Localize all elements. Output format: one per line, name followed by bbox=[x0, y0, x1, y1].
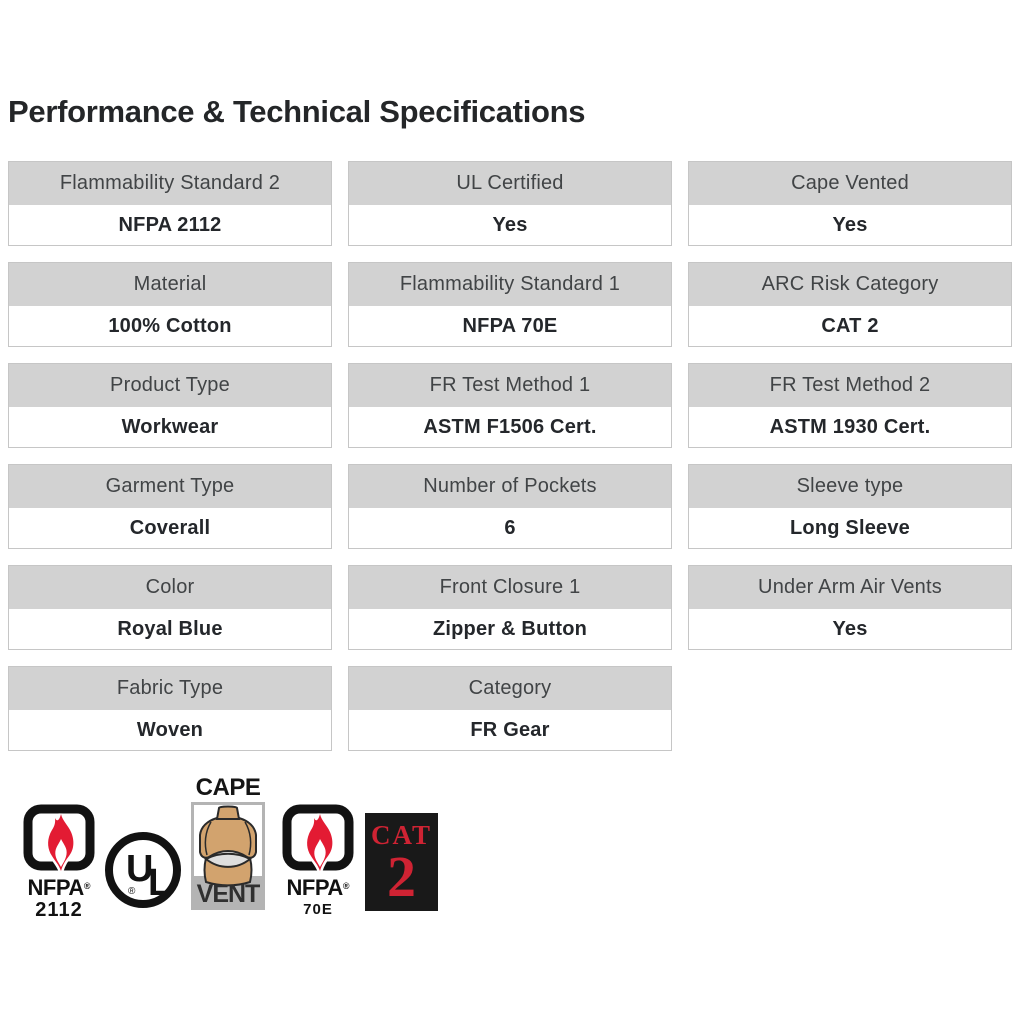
spec-label: Product Type bbox=[9, 364, 331, 407]
spec-value: 6 bbox=[504, 516, 516, 539]
spec-label: Sleeve type bbox=[689, 465, 1011, 508]
spec-card-cape-vented: Cape Vented Yes bbox=[688, 161, 1012, 246]
spec-card-fabric-type: Fabric Type Woven bbox=[8, 666, 332, 751]
spec-value: ASTM 1930 Cert. bbox=[769, 415, 931, 438]
spec-label: Category bbox=[349, 667, 671, 710]
spec-label: Number of Pockets bbox=[349, 465, 671, 508]
nfpa-flame-icon bbox=[282, 804, 354, 876]
spec-label: ARC Risk Category bbox=[689, 263, 1011, 306]
spec-label: Front Closure 1 bbox=[349, 566, 671, 609]
spec-card-under-arm-air-vents: Under Arm Air Vents Yes bbox=[688, 565, 1012, 650]
nfpa-2112-badge: NFPA® 2112 bbox=[15, 804, 103, 920]
spec-card-flammability-standard-2: Flammability Standard 2 NFPA 2112 bbox=[8, 161, 332, 246]
ul-letter-l: L bbox=[148, 862, 171, 904]
nfpa-70e-badge: NFPA® 70E bbox=[274, 804, 362, 917]
spec-value: Workwear bbox=[121, 415, 219, 438]
spec-value: Yes bbox=[832, 617, 868, 640]
spec-label: Color bbox=[9, 566, 331, 609]
spec-value: ASTM F1506 Cert. bbox=[423, 415, 597, 438]
registered-mark: ® bbox=[342, 881, 350, 891]
spec-label: Material bbox=[9, 263, 331, 306]
spec-label: UL Certified bbox=[349, 162, 671, 205]
spec-value: 100% Cotton bbox=[108, 314, 232, 337]
spec-card-sleeve-type: Sleeve type Long Sleeve bbox=[688, 464, 1012, 549]
spec-card-garment-type: Garment Type Coverall bbox=[8, 464, 332, 549]
spec-label: Flammability Standard 2 bbox=[9, 162, 331, 205]
cat-number: 2 bbox=[387, 844, 416, 909]
page-title: Performance & Technical Specifications bbox=[8, 94, 586, 129]
nfpa-2112-code: 2112 bbox=[35, 899, 83, 921]
spec-grid: Flammability Standard 2 NFPA 2112 UL Cer… bbox=[8, 161, 1012, 751]
spec-label: Garment Type bbox=[9, 465, 331, 508]
nfpa-70e-name: NFPA® bbox=[274, 877, 362, 899]
spec-value: NFPA 70E bbox=[462, 314, 558, 337]
cape-vent-badge: CAPE VENT bbox=[191, 776, 265, 910]
spec-card-material: Material 100% Cotton bbox=[8, 262, 332, 347]
spec-value: NFPA 2112 bbox=[118, 213, 222, 236]
spec-card-flammability-standard-1: Flammability Standard 1 NFPA 70E bbox=[348, 262, 672, 347]
spec-value: Royal Blue bbox=[117, 617, 223, 640]
ul-registered-mark: ® bbox=[128, 886, 136, 897]
ul-certified-badge: U L ® bbox=[104, 831, 182, 909]
cape-garment-icon: VENT bbox=[191, 802, 265, 910]
spec-card-category: Category FR Gear bbox=[348, 666, 672, 751]
spec-card-arc-risk-category: ARC Risk Category CAT 2 bbox=[688, 262, 1012, 347]
spec-label: Cape Vented bbox=[689, 162, 1011, 205]
spec-label: FR Test Method 2 bbox=[689, 364, 1011, 407]
cape-label: CAPE bbox=[195, 774, 261, 801]
spec-value: Yes bbox=[492, 213, 528, 236]
cat-2-badge: CAT 2 bbox=[365, 813, 438, 911]
spec-label: Under Arm Air Vents bbox=[689, 566, 1011, 609]
spec-label: Flammability Standard 1 bbox=[349, 263, 671, 306]
nfpa-2112-name: NFPA® bbox=[15, 877, 103, 899]
nfpa-70e-code: 70E bbox=[303, 901, 333, 918]
spec-value: Long Sleeve bbox=[789, 516, 910, 539]
nfpa-flame-icon bbox=[23, 804, 95, 876]
registered-mark: ® bbox=[83, 881, 91, 891]
vent-label: VENT bbox=[197, 880, 260, 908]
spec-label: FR Test Method 1 bbox=[349, 364, 671, 407]
spec-value: Woven bbox=[136, 718, 204, 741]
spec-value: Yes bbox=[832, 213, 868, 236]
spec-value: Zipper & Button bbox=[432, 617, 588, 640]
spec-card-ul-certified: UL Certified Yes bbox=[348, 161, 672, 246]
nfpa-label: NFPA bbox=[286, 875, 344, 900]
ul-mark-icon: U L ® bbox=[105, 832, 181, 908]
nfpa-label: NFPA bbox=[27, 875, 85, 900]
spec-card-product-type: Product Type Workwear bbox=[8, 363, 332, 448]
spec-value: CAT 2 bbox=[821, 314, 879, 337]
spec-value: Coverall bbox=[129, 516, 211, 539]
spec-value: FR Gear bbox=[470, 718, 550, 741]
spec-card-color: Color Royal Blue bbox=[8, 565, 332, 650]
spec-card-front-closure-1: Front Closure 1 Zipper & Button bbox=[348, 565, 672, 650]
spec-card-number-of-pockets: Number of Pockets 6 bbox=[348, 464, 672, 549]
spec-card-fr-test-method-1: FR Test Method 1 ASTM F1506 Cert. bbox=[348, 363, 672, 448]
spec-label: Fabric Type bbox=[9, 667, 331, 710]
spec-card-fr-test-method-2: FR Test Method 2 ASTM 1930 Cert. bbox=[688, 363, 1012, 448]
cat-label: CAT bbox=[370, 820, 432, 850]
ul-letter-u: U bbox=[126, 848, 153, 890]
